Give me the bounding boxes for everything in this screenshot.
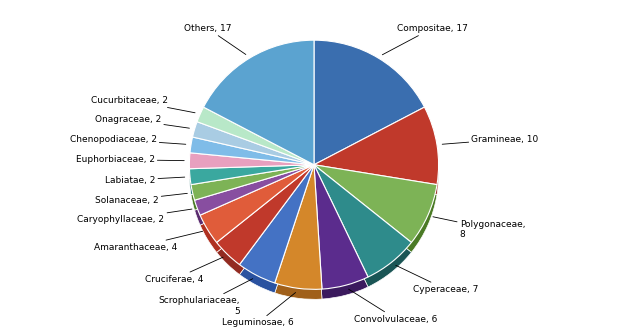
Wedge shape bbox=[195, 175, 314, 225]
Wedge shape bbox=[274, 175, 322, 299]
Wedge shape bbox=[191, 165, 314, 200]
Text: Solanaceae, 2: Solanaceae, 2 bbox=[95, 193, 187, 205]
Wedge shape bbox=[190, 147, 314, 175]
Wedge shape bbox=[193, 132, 314, 175]
Wedge shape bbox=[197, 107, 314, 165]
Text: Scrophulariaceae,
5: Scrophulariaceae, 5 bbox=[159, 279, 252, 316]
Wedge shape bbox=[274, 165, 322, 289]
Wedge shape bbox=[200, 165, 314, 242]
Text: Cucurbitaceae, 2: Cucurbitaceae, 2 bbox=[91, 96, 195, 113]
Text: Cruciferae, 4: Cruciferae, 4 bbox=[144, 257, 223, 284]
Text: Cyperaceae, 7: Cyperaceae, 7 bbox=[396, 265, 479, 294]
Wedge shape bbox=[314, 117, 438, 195]
Wedge shape bbox=[200, 175, 314, 253]
Text: Polygonaceae,
8: Polygonaceae, 8 bbox=[433, 217, 526, 239]
Text: Compositae, 17: Compositae, 17 bbox=[382, 24, 468, 55]
Wedge shape bbox=[314, 175, 368, 299]
Text: Chenopodiaceae, 2: Chenopodiaceae, 2 bbox=[70, 135, 186, 144]
Wedge shape bbox=[239, 175, 314, 293]
Text: Onagraceae, 2: Onagraceae, 2 bbox=[95, 115, 190, 128]
Wedge shape bbox=[314, 175, 411, 287]
Wedge shape bbox=[203, 50, 314, 175]
Wedge shape bbox=[314, 165, 437, 242]
Wedge shape bbox=[314, 165, 368, 289]
Wedge shape bbox=[191, 175, 314, 210]
Wedge shape bbox=[193, 122, 314, 165]
Wedge shape bbox=[314, 165, 411, 277]
Wedge shape bbox=[314, 107, 438, 185]
Wedge shape bbox=[217, 165, 314, 264]
Wedge shape bbox=[203, 40, 314, 165]
Wedge shape bbox=[217, 175, 314, 274]
Text: Labiatae, 2: Labiatae, 2 bbox=[105, 175, 185, 185]
Wedge shape bbox=[190, 163, 314, 179]
Wedge shape bbox=[195, 165, 314, 215]
Text: Euphorbiaceae, 2: Euphorbiaceae, 2 bbox=[75, 155, 184, 164]
Wedge shape bbox=[190, 153, 314, 169]
Text: Convolvulaceae, 6: Convolvulaceae, 6 bbox=[349, 289, 438, 323]
Wedge shape bbox=[314, 50, 425, 175]
Wedge shape bbox=[197, 117, 314, 175]
Wedge shape bbox=[239, 165, 314, 283]
Wedge shape bbox=[190, 165, 314, 185]
Wedge shape bbox=[190, 175, 314, 195]
Text: Caryophyllaceae, 2: Caryophyllaceae, 2 bbox=[77, 209, 192, 224]
Wedge shape bbox=[314, 175, 437, 253]
Text: Amaranthaceae, 4: Amaranthaceae, 4 bbox=[94, 231, 203, 252]
Wedge shape bbox=[190, 137, 314, 165]
Text: Gramineae, 10: Gramineae, 10 bbox=[442, 135, 539, 144]
Text: Leguminosae, 6: Leguminosae, 6 bbox=[222, 293, 296, 327]
Wedge shape bbox=[314, 40, 425, 165]
Text: Others, 17: Others, 17 bbox=[184, 24, 246, 55]
